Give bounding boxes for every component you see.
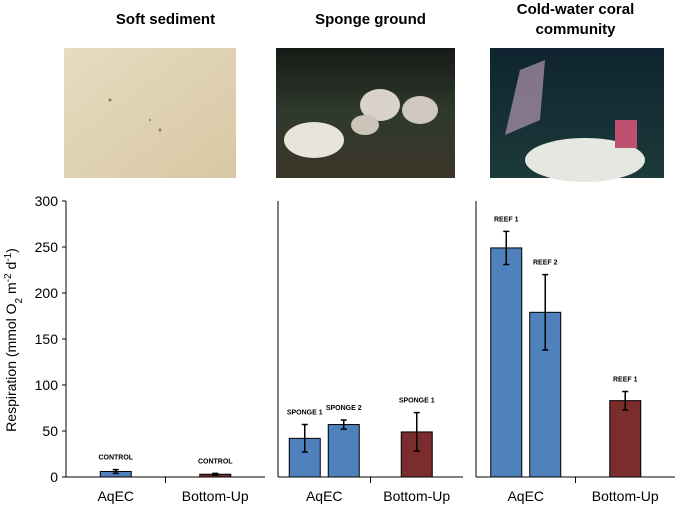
y-tick-label: 150 <box>35 331 59 347</box>
panel-title: Cold-water coral community <box>516 1 635 38</box>
bar <box>609 400 642 478</box>
x-tick-label: AqEC <box>306 488 343 504</box>
photo-soft-sediment <box>64 48 236 178</box>
bar-label: CONTROL <box>98 455 133 462</box>
error-bar <box>503 230 510 266</box>
y-tick-label: 250 <box>35 239 59 255</box>
panel-title: Soft sediment <box>115 11 216 28</box>
photo-sponge-ground <box>276 48 455 178</box>
bar <box>327 424 360 478</box>
error-bar <box>212 472 219 476</box>
y-axis-label: Respiration (mmol O2 m-2 d-1) <box>3 248 25 432</box>
photo-coral-community <box>490 48 664 182</box>
error-bar <box>112 468 119 475</box>
y-label-part: d <box>3 262 19 274</box>
y-tick-label: 0 <box>50 469 58 485</box>
y-tick-label: 100 <box>35 377 59 393</box>
y-label-part: Respiration (mmol O <box>3 303 19 431</box>
y-label-part: m <box>3 282 19 298</box>
bar-label: SPONGE 2 <box>326 405 362 412</box>
x-tick-label: Bottom-Up <box>592 488 659 504</box>
y-tick-label: 50 <box>42 423 58 439</box>
bar-label: SPONGE 1 <box>399 398 435 405</box>
y-tick-label: 200 <box>35 285 59 301</box>
error-bar <box>340 419 347 430</box>
x-tick-label: AqEC <box>97 488 134 504</box>
error-bar <box>301 423 308 453</box>
y-label-part: -1 <box>3 252 14 261</box>
y-label-part: 2 <box>14 297 25 303</box>
y-tick-label: 300 <box>35 193 59 209</box>
error-bar <box>413 411 420 452</box>
x-tick-label: Bottom-Up <box>182 488 249 504</box>
bar-label: REEF 1 <box>613 376 638 383</box>
y-label-part: -2 <box>3 273 14 282</box>
bar-label: REEF 1 <box>494 216 519 223</box>
y-label-part: ) <box>3 248 19 253</box>
bar-label: CONTROL <box>198 458 233 465</box>
bar-label: REEF 2 <box>533 260 558 267</box>
bar-label: SPONGE 1 <box>287 410 323 417</box>
x-tick-label: Bottom-Up <box>383 488 450 504</box>
panel-title: Sponge ground <box>315 11 426 28</box>
error-bar <box>542 273 549 351</box>
x-tick-label: AqEC <box>507 488 544 504</box>
error-bar <box>622 390 629 411</box>
bar <box>490 247 523 478</box>
